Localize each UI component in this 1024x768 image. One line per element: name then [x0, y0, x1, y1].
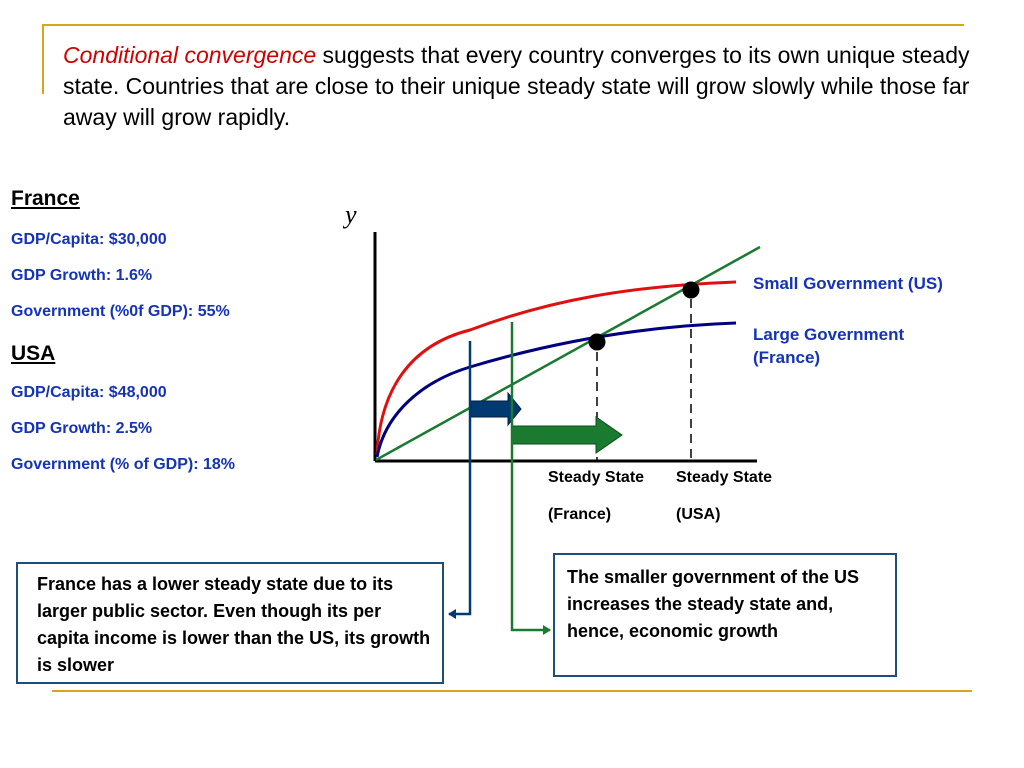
- usa-callout-connector: [510, 322, 551, 635]
- investment-line: [375, 245, 761, 462]
- france-growth-arrow: [470, 391, 522, 427]
- steady-state-france-line1: Steady State: [548, 469, 645, 486]
- france-callout-text: France has a lower steady state due to i…: [37, 574, 431, 675]
- usa-callout-text: The smaller government of the US increas…: [567, 567, 860, 641]
- usa-callout-box: The smaller government of the US increas…: [553, 553, 897, 677]
- usa-growth-arrow: [511, 416, 623, 454]
- france-gdp-growth: GDP Growth: 1.6%: [11, 267, 153, 284]
- top-border-rule: [42, 24, 964, 26]
- usa-steady-state-point: [682, 281, 700, 299]
- steady-state-france-line2: (France): [548, 506, 612, 523]
- large-government-label-line2: (France): [753, 348, 821, 367]
- intro-paragraph: Conditional convergence suggests that ev…: [63, 40, 993, 133]
- france-callout-box: France has a lower steady state due to i…: [16, 562, 444, 684]
- left-border-rule: [42, 24, 44, 94]
- usa-gdp-growth: GDP Growth: 2.5%: [11, 420, 153, 437]
- y-axis-label: y: [345, 200, 357, 229]
- small-government-label: Small Government (US): [753, 274, 943, 293]
- france-government: Government (%0f GDP): 55%: [11, 303, 230, 320]
- france-heading: France: [11, 187, 80, 210]
- large-government-label-line1: Large Government: [753, 325, 905, 344]
- usa-gdp-capita: GDP/Capita: $48,000: [11, 384, 167, 401]
- steady-state-usa-line2: (USA): [676, 506, 721, 523]
- france-gdp-capita: GDP/Capita: $30,000: [11, 231, 167, 248]
- small-government-curve: [375, 280, 737, 456]
- intro-highlight: Conditional convergence: [63, 42, 317, 68]
- large-government-curve: [375, 321, 737, 458]
- bottom-border-rule: [52, 690, 972, 692]
- usa-heading: USA: [11, 342, 56, 365]
- usa-government: Government (% of GDP): 18%: [11, 456, 236, 473]
- intro-text: suggests that every country converges to…: [63, 42, 970, 130]
- steady-state-usa-line1: Steady State: [676, 469, 773, 486]
- france-steady-state-point: [588, 333, 606, 351]
- france-callout-connector: [448, 341, 472, 619]
